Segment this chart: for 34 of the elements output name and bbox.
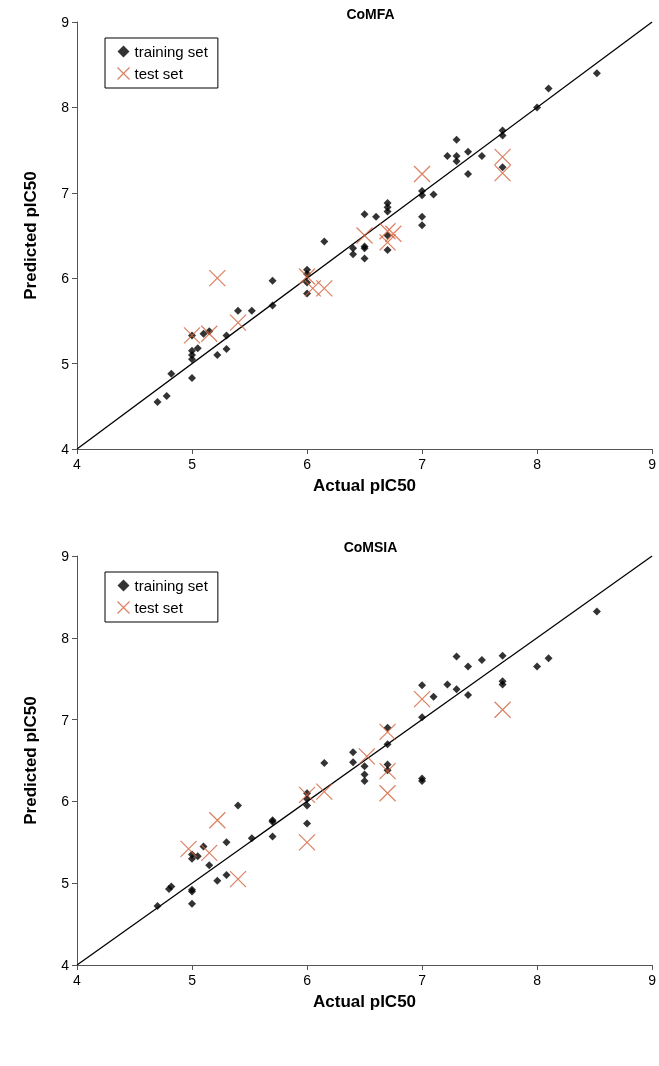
y-axis-title: Predicted pIC50 — [21, 696, 40, 825]
x-tick-label: 9 — [648, 972, 657, 988]
x-tick-label: 4 — [73, 972, 82, 988]
legend-label: test set — [134, 599, 184, 616]
y-tick-label: 7 — [61, 711, 70, 728]
chart-title: CoMFA — [346, 6, 395, 22]
x-tick-label: 9 — [648, 456, 657, 472]
x-tick-label: 7 — [418, 456, 427, 472]
y-tick-label: 8 — [61, 99, 70, 116]
y-tick-label: 8 — [61, 629, 70, 646]
x-tick-label: 7 — [418, 972, 427, 988]
y-tick-label: 9 — [61, 14, 70, 30]
legend-label: training set — [134, 43, 209, 60]
x-tick-label: 8 — [533, 972, 542, 988]
x-tick-label: 8 — [533, 456, 542, 472]
chart-title: CoMSIA — [343, 539, 398, 555]
legend-label: training set — [134, 577, 209, 594]
y-axis-title: Predicted pIC50 — [21, 171, 40, 300]
x-tick-label: 5 — [188, 972, 197, 988]
y-tick-label: 6 — [61, 270, 70, 287]
x-axis-title: Actual pIC50 — [313, 476, 417, 495]
y-tick-label: 6 — [61, 793, 70, 810]
x-tick-label: 6 — [303, 456, 312, 472]
legend-label: test set — [134, 65, 184, 82]
x-tick-label: 6 — [303, 972, 312, 988]
y-tick-label: 4 — [61, 957, 70, 973]
y-tick-label: 5 — [61, 355, 70, 372]
x-tick-label: 4 — [73, 456, 82, 472]
y-tick-label: 5 — [61, 875, 70, 892]
y-tick-label: 7 — [61, 184, 70, 201]
x-tick-label: 5 — [188, 456, 197, 472]
y-tick-label: 4 — [61, 441, 70, 457]
x-axis-title: Actual pIC50 — [313, 992, 417, 1011]
y-tick-label: 9 — [61, 548, 70, 564]
